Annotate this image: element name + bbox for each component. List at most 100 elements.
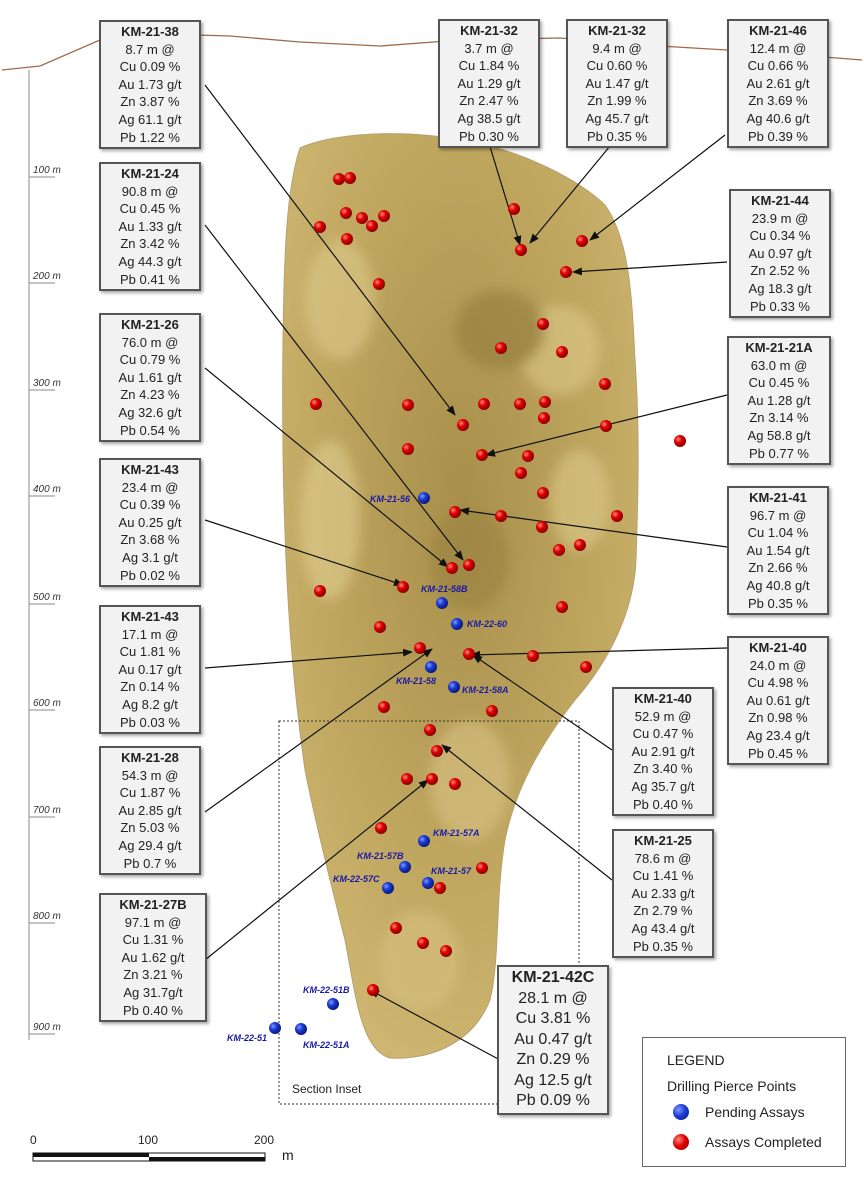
callout-line: Pb 0.35 % — [748, 595, 808, 611]
assay-completed-point — [538, 412, 550, 424]
callout-line: Au 1.73 g/t — [118, 76, 182, 92]
depth-label: 700 m — [33, 805, 61, 816]
callout-line: 28.1 m @ — [518, 989, 588, 1007]
assay-completed-point — [378, 701, 390, 713]
assay-callout: KM-21-26 76.0 m @ Cu 0.79 % Au 1.61 g/t Zn 4… — [99, 313, 201, 443]
callout-line: Zn 2.66 % — [748, 560, 808, 576]
legend-label-pending: Pending Assays — [705, 1104, 805, 1120]
callout-line: Pb 0.40 % — [123, 1002, 183, 1018]
pending-assay-point — [422, 877, 434, 889]
callout-line: Au 0.25 g/t — [118, 514, 182, 530]
callout-line: Pb 0.7 % — [123, 855, 177, 871]
assay-completed-point — [340, 207, 352, 219]
callout-line: Pb 0.54 % — [120, 422, 180, 438]
callout-line: 8.7 m @ — [125, 41, 175, 57]
callout-line: Pb 0.09 % — [516, 1092, 590, 1109]
callout-line: Ag 29.4 g/t — [118, 837, 182, 853]
legend-item-completed: Assays Completed — [673, 1134, 822, 1150]
callout-line: Ag 38.5 g/t — [457, 110, 521, 126]
red-dot-icon — [673, 1134, 689, 1150]
assay-callout: KM-21-24 90.8 m @ Cu 0.45 % Au 1.33 g/t Zn 3… — [99, 162, 201, 292]
callout-line: Pb 0.77 % — [749, 445, 809, 461]
pending-hole-label: KM-21-57 — [431, 866, 472, 876]
assay-completed-point — [495, 342, 507, 354]
callout-line: 3.7 m @ — [464, 40, 514, 56]
callout-line: Zn 0.14 % — [120, 679, 180, 695]
callout-line: Au 1.61 g/t — [118, 369, 182, 385]
assay-completed-point — [314, 221, 326, 233]
callout-line: Pb 0.39 % — [748, 128, 808, 144]
pending-assay-point — [436, 597, 448, 609]
blue-dot-icon — [673, 1104, 689, 1120]
depth-label: 100 m — [33, 165, 61, 176]
callout-line: Ag 8.2 g/t — [122, 696, 178, 712]
callout-line: Cu 0.09 % — [119, 59, 181, 75]
callout-line: Zn 5.03 % — [120, 820, 180, 836]
callout-line: Zn 0.98 % — [748, 710, 808, 726]
callout-line: Au 2.61 g/t — [746, 75, 810, 91]
callout-line: Ag 44.3 g/t — [118, 253, 182, 269]
callout-line: Cu 0.79 % — [119, 352, 181, 368]
callout-line: Au 0.17 g/t — [118, 661, 182, 677]
pending-assay-point — [451, 618, 463, 630]
assay-completed-point — [556, 601, 568, 613]
callout-line: 23.9 m @ — [751, 210, 809, 226]
callout-line: Cu 3.81 % — [515, 1010, 591, 1027]
assay-completed-point — [674, 435, 686, 447]
pending-assay-point — [382, 882, 394, 894]
pending-assay-point — [327, 998, 339, 1010]
assay-completed-point — [431, 745, 443, 757]
assay-completed-point — [457, 419, 469, 431]
callout-line: 17.1 m @ — [121, 626, 179, 642]
callout-hole-id: KM-21-38 — [121, 24, 179, 39]
callout-line: Au 2.85 g/t — [118, 802, 182, 818]
callout-line: 12.4 m @ — [749, 40, 807, 56]
callout-line: Zn 3.42 % — [120, 236, 180, 252]
callout-line: 76.0 m @ — [121, 334, 179, 350]
assay-callout: KM-21-38 8.7 m @ Cu 0.09 % Au 1.73 g/t Zn 3.… — [99, 20, 201, 150]
assay-completed-point — [553, 544, 565, 556]
legend-label-completed: Assays Completed — [705, 1134, 822, 1150]
assay-completed-point — [366, 220, 378, 232]
assay-completed-point — [515, 244, 527, 256]
callout-line: Zn 3.21 % — [123, 967, 183, 983]
pending-assay-point — [269, 1022, 281, 1034]
pending-hole-label: KM-22-51B — [303, 985, 350, 995]
leader-arrow — [204, 367, 449, 568]
callout-line: Zn 3.68 % — [120, 532, 180, 548]
callout-hole-id: KM-21-32 — [588, 23, 646, 38]
assay-completed-point — [537, 487, 549, 499]
assay-completed-point — [367, 984, 379, 996]
assay-completed-point — [397, 581, 409, 593]
leader-arrow — [441, 744, 613, 881]
pending-hole-label: KM-22-51 — [227, 1033, 267, 1043]
callout-line: Zn 0.29 % — [516, 1051, 590, 1068]
section-inset-label: Section Inset — [292, 1082, 362, 1096]
callout-line: Cu 1.84 % — [458, 58, 520, 74]
leader-arrow — [472, 654, 613, 751]
assay-completed-point — [600, 420, 612, 432]
callout-line: Cu 1.81 % — [119, 644, 181, 660]
callout-line: Zn 2.79 % — [633, 903, 693, 919]
assay-completed-point — [476, 449, 488, 461]
assay-completed-point — [522, 450, 534, 462]
assay-completed-point — [515, 467, 527, 479]
callout-line: Ag 58.8 g/t — [747, 427, 811, 443]
assay-completed-point — [536, 521, 548, 533]
assay-completed-point — [514, 398, 526, 410]
callout-line: Cu 0.66 % — [747, 58, 809, 74]
assay-callout: KM-21-21A 63.0 m @ Cu 0.45 % Au 1.28 g/t Zn … — [727, 336, 831, 466]
assay-completed-point — [314, 585, 326, 597]
assay-callout: KM-21-32 9.4 m @ Cu 0.60 % Au 1.47 g/t Zn 1.… — [566, 19, 668, 149]
assay-callout: KM-21-28 54.3 m @ Cu 1.87 % Au 2.85 g/t Zn 5… — [99, 746, 201, 876]
callout-line: Cu 0.60 % — [586, 58, 648, 74]
assay-completed-point — [537, 318, 549, 330]
callout-line: Cu 0.39 % — [119, 497, 181, 513]
callout-hole-id: KM-21-44 — [751, 193, 809, 208]
assay-completed-point — [478, 398, 490, 410]
callout-line: Cu 1.87 % — [119, 785, 181, 801]
callout-hole-id: KM-21-40 — [749, 640, 807, 655]
callout-line: Pb 0.33 % — [750, 298, 810, 314]
depth-label: 200 m — [33, 271, 61, 282]
